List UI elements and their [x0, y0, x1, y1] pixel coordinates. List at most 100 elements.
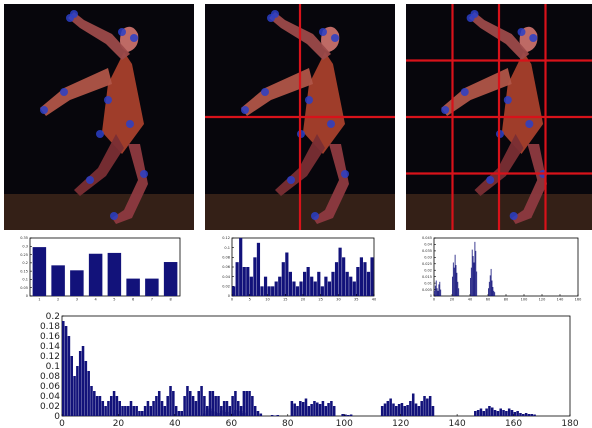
histogram-bar	[330, 401, 333, 416]
histogram-bar	[499, 408, 502, 416]
histogram-bar	[434, 285, 436, 296]
histogram-bar	[431, 406, 435, 416]
histogram-bar	[62, 321, 65, 416]
histogram-bar	[341, 414, 344, 416]
histogram-bar	[455, 265, 457, 296]
costume-highlight-8	[311, 212, 319, 220]
histogram-bar	[479, 408, 483, 416]
y-tick-label: 0.08	[40, 372, 60, 382]
histogram-bar	[327, 403, 330, 416]
costume-highlight-2	[241, 106, 249, 114]
histogram-bar	[452, 276, 453, 296]
histogram-bar	[112, 391, 116, 416]
y-tick-label: 0.04	[40, 392, 60, 402]
stage-floor	[4, 194, 194, 230]
histogram-bar	[200, 386, 203, 416]
histogram-bar	[428, 396, 432, 416]
histogram-bar	[194, 401, 198, 416]
y-tick-label: 0.06	[222, 265, 230, 269]
histogram-bar	[95, 396, 99, 416]
x-tick-label: 1	[38, 298, 40, 302]
histogram-bar	[245, 412, 248, 416]
x-tick-label: 10	[265, 298, 269, 302]
y-tick-label: 0.01	[424, 281, 432, 285]
x-tick-label: 140	[449, 419, 466, 428]
histogram-bar	[470, 267, 472, 296]
histogram-bar	[231, 396, 234, 416]
costume-highlight-1	[466, 14, 475, 22]
histogram-bar	[169, 386, 172, 416]
histogram-bar	[143, 406, 147, 416]
histogram-bar	[118, 401, 121, 416]
y-tick-label: 0	[54, 412, 60, 422]
dancer-part-2	[241, 68, 313, 116]
x-tick-label: 2	[57, 298, 59, 302]
histogram-bar	[507, 408, 511, 416]
photo-panel-2x2	[205, 4, 395, 230]
histogram-bar	[239, 238, 243, 296]
histogram-bar	[482, 411, 486, 416]
costume-highlight-1	[267, 14, 275, 22]
x-tick-label: 30	[336, 298, 340, 302]
grid-lines	[205, 4, 395, 230]
y-tick-label: 0.14	[40, 342, 60, 352]
histogram-bar	[234, 410, 237, 416]
histogram-bar	[438, 284, 440, 296]
histogram-bar	[222, 410, 226, 416]
histogram-bar	[197, 391, 201, 416]
histogram-bar	[281, 262, 285, 296]
costume-highlight-3	[261, 88, 269, 96]
histogram-bar	[76, 366, 79, 416]
histogram-bar	[132, 406, 136, 416]
histogram-bar	[363, 262, 367, 296]
histogram-bar	[288, 271, 292, 296]
x-tick-label: 180	[561, 419, 578, 428]
histogram-bar	[494, 292, 496, 296]
y-tick-label: 0.015	[422, 275, 432, 279]
histogram-bar	[51, 265, 65, 296]
histogram-bar	[259, 413, 263, 416]
dancer-photo-grid-4x4-icon	[406, 4, 592, 230]
histogram-bar	[70, 270, 84, 296]
costume-highlight-5	[529, 34, 538, 42]
histogram-bar	[380, 406, 384, 416]
histogram-bar	[292, 281, 296, 296]
histogram-bar	[260, 286, 264, 296]
histogram-bar	[276, 415, 280, 416]
x-tick-label: 100	[336, 419, 353, 428]
histogram-bar	[242, 413, 246, 416]
histogram-bar	[214, 412, 217, 416]
histogram-bar	[253, 257, 257, 296]
histogram-bar	[211, 411, 215, 416]
histogram-bar	[370, 257, 374, 296]
histogram-bar	[126, 278, 140, 296]
histogram-bar	[208, 408, 212, 416]
histogram-bar	[342, 257, 346, 296]
x-tick-label: 80	[282, 419, 294, 428]
histogram-bar	[472, 256, 474, 296]
histogram-bar	[253, 406, 257, 416]
x-tick-label: 0	[231, 298, 233, 302]
histogram-bar	[516, 411, 519, 416]
x-tick-label: 20	[450, 298, 454, 302]
histogram-bar	[166, 396, 169, 416]
histogram-bar	[177, 411, 181, 416]
histogram-bar	[437, 290, 439, 296]
histogram-bar	[146, 401, 150, 416]
y-tick-label: 0.16	[40, 332, 60, 342]
costume-highlight-11	[126, 120, 134, 128]
x-tick-label: 60	[226, 419, 238, 428]
costume-highlight-4	[118, 28, 126, 36]
histogram-bar	[409, 401, 412, 416]
histogram-bar	[191, 396, 195, 416]
histogram-bar	[349, 276, 353, 296]
y-tick-label: 0.04	[222, 275, 231, 279]
histogram-bar	[476, 271, 478, 296]
histogram-bar	[316, 402, 319, 416]
dancer-part-5	[313, 144, 349, 224]
histogram-bar	[246, 267, 250, 296]
costume-highlight-7	[486, 176, 495, 184]
x-tick-label: 35	[354, 298, 358, 302]
histogram-bar	[490, 407, 494, 416]
histogram-bar	[232, 286, 236, 296]
